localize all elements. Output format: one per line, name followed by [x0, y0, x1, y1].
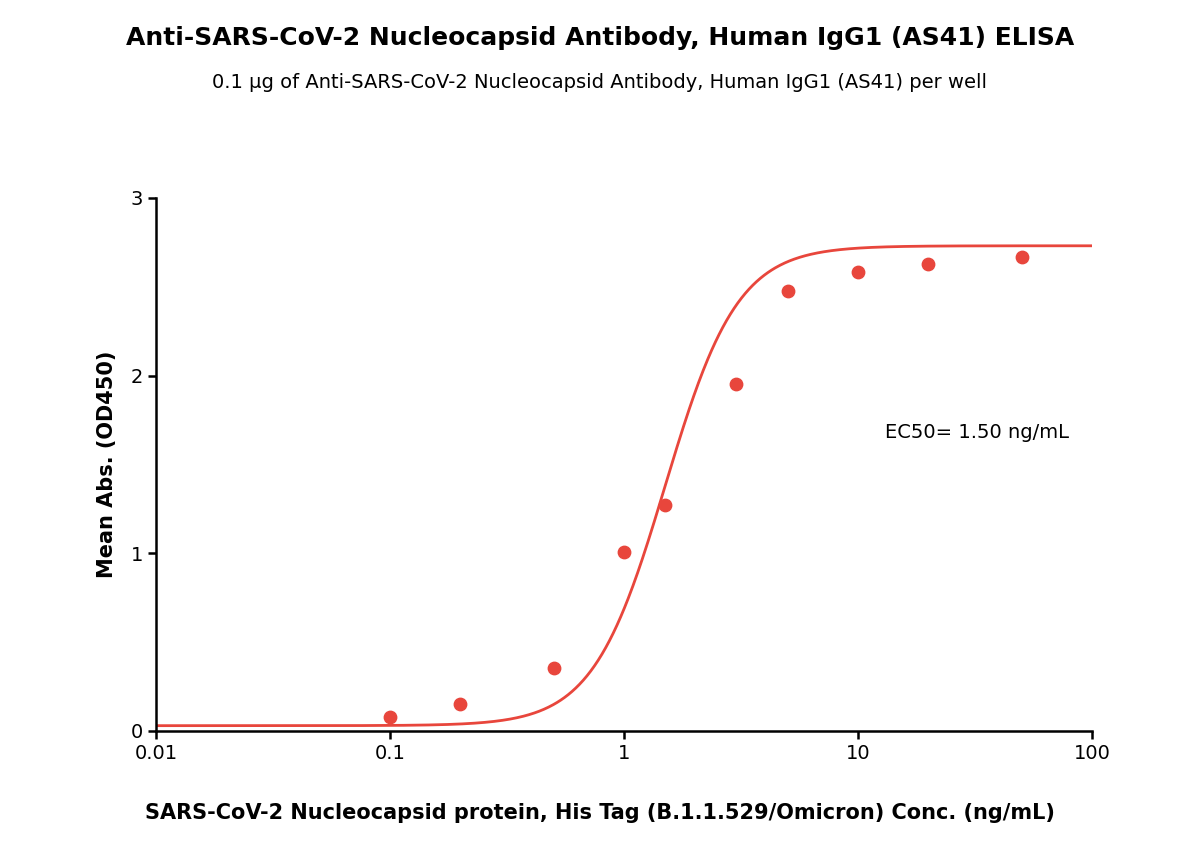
Point	[1012, 250, 1031, 264]
Y-axis label: Mean Abs. (OD450): Mean Abs. (OD450)	[96, 351, 116, 578]
Point	[778, 284, 797, 298]
Point	[380, 710, 400, 723]
Text: Anti-SARS-CoV-2 Nucleocapsid Antibody, Human IgG1 (AS41) ELISA: Anti-SARS-CoV-2 Nucleocapsid Antibody, H…	[126, 26, 1074, 50]
Point	[848, 265, 868, 279]
Point	[451, 697, 470, 711]
Point	[919, 257, 938, 271]
Point	[614, 545, 634, 559]
Point	[544, 661, 563, 675]
Text: SARS-CoV-2 Nucleocapsid protein, His Tag (B.1.1.529/Omicron) Conc. (ng/mL): SARS-CoV-2 Nucleocapsid protein, His Tag…	[145, 802, 1055, 823]
Text: EC50= 1.50 ng/mL: EC50= 1.50 ng/mL	[884, 423, 1069, 442]
Point	[726, 378, 745, 391]
Point	[655, 499, 674, 513]
Text: 0.1 μg of Anti-SARS-CoV-2 Nucleocapsid Antibody, Human IgG1 (AS41) per well: 0.1 μg of Anti-SARS-CoV-2 Nucleocapsid A…	[212, 73, 988, 92]
